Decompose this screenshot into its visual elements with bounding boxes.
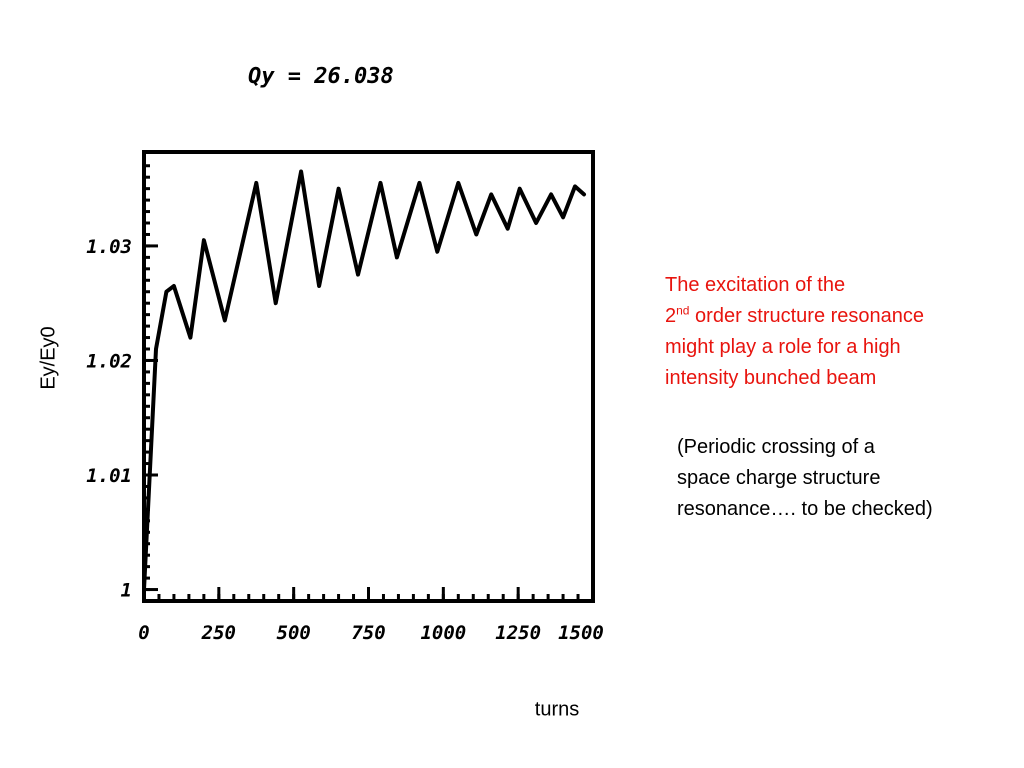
x-axis-label: turns <box>534 698 580 721</box>
x-tick-label: 250 <box>201 622 236 644</box>
y-axis-label: Ey/Ey0 <box>37 326 60 390</box>
x-tick-label: 0 <box>138 622 149 644</box>
y-tick-label: 1.02 <box>86 350 132 372</box>
y-tick-label: 1.03 <box>86 236 132 258</box>
x-tick-label: 1250 <box>495 622 541 644</box>
plot-frame <box>142 150 595 603</box>
tick-labels: 0 250 500 750 1000 1250 1500 1 1.01 1.02 1.03 <box>86 236 604 644</box>
y-tick-label: 1.01 <box>86 465 132 487</box>
series-layer <box>142 169 586 592</box>
black-annotation-line-1: (Periodic crossing of a <box>677 436 875 458</box>
red-annotation-line-1: The excitation of the <box>665 274 846 296</box>
x-tick-label: 750 <box>351 622 385 644</box>
ordinal-number: 2 <box>665 305 677 327</box>
red-annotation-line-3: might play a role for a high <box>665 336 901 358</box>
red-annotation-line-2-rest: order structure resonance <box>689 305 925 327</box>
minor-ticks <box>144 164 580 603</box>
red-annotation-line-4: intensity bunched beam <box>665 367 877 389</box>
y-tick-label: 1 <box>121 580 132 602</box>
x-tick-label: 500 <box>277 622 311 644</box>
red-annotation-line-2: 2nd order structure resonance <box>665 301 924 332</box>
series-line <box>142 169 586 592</box>
x-tick-label: 1000 <box>420 622 466 644</box>
red-annotation: The excitation of the 2nd order structur… <box>665 270 924 394</box>
ordinal-suffix: nd <box>676 303 690 318</box>
black-annotation-line-3: resonance…. to be checked) <box>677 498 933 520</box>
major-ticks <box>142 244 595 601</box>
chart-title: Qy = 26.038 <box>248 64 394 89</box>
black-annotation-line-2: space charge structure <box>677 467 881 489</box>
black-annotation: (Periodic crossing of a space charge str… <box>677 432 933 525</box>
x-tick-label: 1500 <box>558 622 604 644</box>
